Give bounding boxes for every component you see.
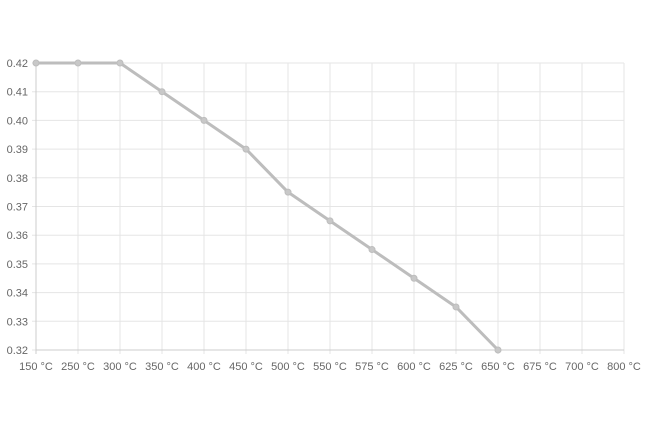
data-point[interactable] <box>326 217 334 225</box>
data-point[interactable] <box>74 59 82 67</box>
x-tick-label: 700 °C <box>565 361 599 373</box>
data-point[interactable] <box>116 59 124 67</box>
data-point[interactable] <box>368 246 376 254</box>
y-tick-label: 0.37 <box>7 202 28 214</box>
x-tick-label: 450 °C <box>229 361 263 373</box>
y-tick-label: 0.39 <box>7 144 28 156</box>
y-tick-label: 0.40 <box>7 115 28 127</box>
data-point[interactable] <box>410 274 418 282</box>
data-point[interactable] <box>158 88 166 96</box>
y-tick-label: 0.35 <box>7 259 28 271</box>
series-line <box>36 61 500 352</box>
x-tick-label: 650 °C <box>481 361 515 373</box>
x-tick-label: 550 °C <box>313 361 347 373</box>
data-point[interactable] <box>452 303 460 311</box>
data-point[interactable] <box>494 346 502 354</box>
y-tick-label: 0.38 <box>7 173 28 185</box>
y-axis-ticks: 0.42 0.41 0.40 0.39 0.38 0.37 0.36 0.35 0.34 0.33… <box>7 58 28 357</box>
x-tick-label: 400 °C <box>187 361 221 373</box>
data-point[interactable] <box>284 188 292 196</box>
x-tick-label: 350 °C <box>145 361 179 373</box>
x-tick-label: 300 °C <box>103 361 137 373</box>
x-tick-label: 600 °C <box>397 361 431 373</box>
y-tick-label: 0.42 <box>7 58 28 70</box>
x-tick-label: 625 °C <box>439 361 473 373</box>
x-tick-label: 800 °C <box>607 361 641 373</box>
x-axis-ticks: 150 °C 250 °C 300 °C 350 °C 400 °C 450 °C 500 … <box>19 361 641 373</box>
x-tick-label: 250 °C <box>61 361 95 373</box>
y-tick-label: 0.32 <box>7 345 28 357</box>
grid <box>32 62 625 354</box>
series <box>32 59 502 354</box>
x-tick-label: 675 °C <box>523 361 557 373</box>
y-tick-label: 0.34 <box>7 288 28 300</box>
data-point[interactable] <box>32 59 40 67</box>
x-tick-label: 150 °C <box>19 361 53 373</box>
y-tick-label: 0.36 <box>7 230 28 242</box>
data-point[interactable] <box>242 145 250 153</box>
data-point[interactable] <box>200 116 208 124</box>
x-tick-label: 575 °C <box>355 361 389 373</box>
y-tick-label: 0.41 <box>7 87 28 99</box>
x-tick-label: 500 °C <box>271 361 305 373</box>
y-tick-label: 0.33 <box>7 316 28 328</box>
